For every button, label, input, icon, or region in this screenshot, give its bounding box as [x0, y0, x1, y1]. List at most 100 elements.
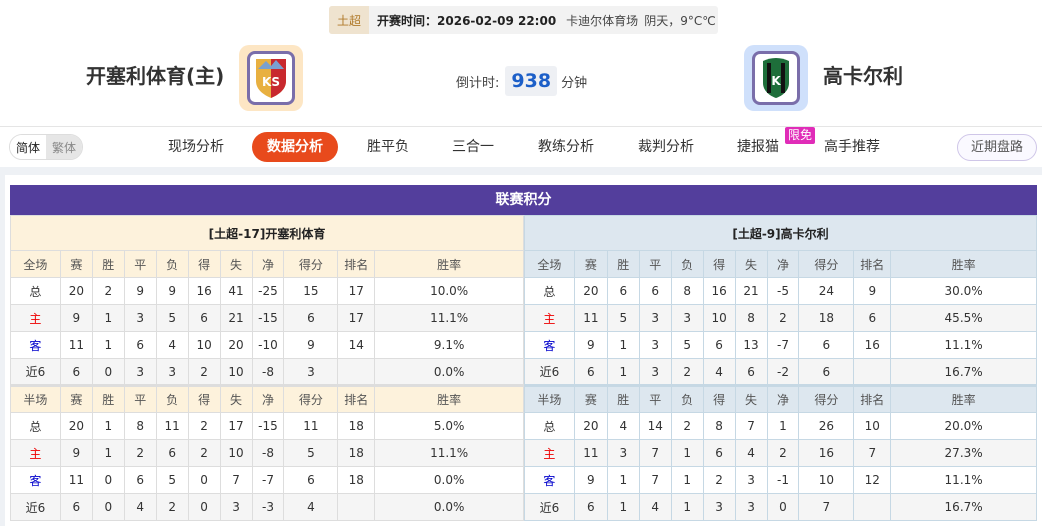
traditional-button[interactable]: 繁体 — [46, 135, 83, 159]
stat-cell: 7 — [638, 439, 672, 467]
tab-expert-picks[interactable]: 高手推荐 — [824, 139, 880, 155]
away-team-name[interactable]: 高卡尔利 — [823, 64, 903, 88]
stat-cell: 11 — [283, 412, 339, 440]
recent-odds-button[interactable]: 近期盘路 — [957, 134, 1037, 161]
stat-cell: 9 — [59, 439, 93, 467]
home-team-name[interactable]: 开塞利体育(主) — [86, 64, 225, 88]
stat-cell: 0 — [91, 493, 125, 521]
stat-cell: 11 — [573, 304, 608, 332]
tab-three-in-one[interactable]: 三合一 — [452, 139, 494, 155]
stat-cell — [337, 493, 376, 521]
column-header: 胜 — [91, 384, 125, 413]
stat-cell: 0.0% — [374, 466, 524, 494]
stat-cell — [853, 358, 892, 386]
stat-cell: 6 — [734, 358, 768, 386]
stat-cell: 9.1% — [374, 331, 524, 359]
row-label: 客 — [524, 466, 575, 494]
stat-cell: 0 — [187, 466, 221, 494]
stat-cell: 0 — [766, 493, 800, 521]
kocaelispor-crest-icon: K — [763, 58, 789, 98]
simplified-button[interactable]: 简体 — [10, 135, 47, 159]
row-label: 总 — [524, 412, 575, 440]
stat-cell: 6 — [123, 331, 157, 359]
column-header: 得分 — [798, 250, 855, 278]
column-header: 排名 — [853, 384, 892, 413]
stat-cell: 13 — [734, 331, 768, 359]
home-team-logo[interactable]: KS — [239, 45, 303, 111]
half-header-row: 半场赛胜平负得失净得分 排名 胜率 — [524, 384, 1037, 413]
stat-cell: 5 — [670, 331, 704, 359]
tab-coach-analysis[interactable]: 教练分析 — [538, 139, 594, 155]
full-header-row: 全场赛胜平负得失净得分 排名 胜率 — [524, 250, 1037, 278]
venue: 卡迪尔体育场 — [566, 13, 639, 28]
table-row: 近6 6 0 4 2 0 3 -3 4 0.0% — [10, 493, 524, 521]
stat-cell: 2 — [766, 439, 800, 467]
row-label: 主 — [524, 304, 575, 332]
stat-cell: 0 — [187, 493, 221, 521]
away-team-logo[interactable]: K — [744, 45, 808, 111]
stat-cell: 4 — [638, 493, 672, 521]
stat-cell: 2 — [123, 439, 157, 467]
svg-text:KS: KS — [262, 75, 280, 89]
stat-cell: 3 — [638, 331, 672, 359]
column-header: 平 — [123, 384, 157, 413]
league-tag[interactable]: 土超 — [329, 6, 370, 34]
column-header: 胜率 — [890, 250, 1037, 278]
stat-cell: 5.0% — [374, 412, 524, 440]
column-header: 赛 — [573, 384, 608, 413]
stat-cell: 5 — [155, 304, 189, 332]
stat-cell: 18 — [798, 304, 855, 332]
stat-cell: 6 — [187, 304, 221, 332]
column-header: 胜率 — [890, 384, 1037, 413]
stat-cell: 6 — [702, 331, 736, 359]
stat-cell: 7 — [798, 493, 855, 521]
column-header: 失 — [734, 250, 768, 278]
table-row: 主 9 1 3 5 6 21 -15 6 17 11.1% — [10, 304, 524, 332]
row-label: 近6 — [524, 493, 575, 521]
tab-jiebaomao[interactable]: 捷报猫 — [737, 139, 779, 155]
stat-cell: 0 — [91, 466, 125, 494]
stat-cell: 9 — [573, 331, 608, 359]
tab-data-analysis[interactable]: 数据分析 — [252, 132, 338, 162]
column-header: 赛 — [573, 250, 608, 278]
column-header: 净 — [251, 250, 285, 278]
column-header: 平 — [638, 250, 672, 278]
stat-cell: 14 — [638, 412, 672, 440]
stat-cell: -3 — [251, 493, 285, 521]
stat-cell: -15 — [251, 412, 285, 440]
stat-cell: 27.3% — [890, 439, 1037, 467]
stat-cell: 9 — [59, 304, 93, 332]
table-row: 主 9 1 2 6 2 10 -8 5 18 11.1% — [10, 439, 524, 467]
stat-cell: 0.0% — [374, 493, 524, 521]
stat-cell: 4 — [123, 493, 157, 521]
stat-cell: 10 — [187, 331, 221, 359]
column-header: 胜 — [606, 250, 640, 278]
stat-cell: 7 — [853, 439, 892, 467]
column-header: 得分 — [798, 384, 855, 413]
stat-cell: 3 — [638, 304, 672, 332]
tab-referee-analysis[interactable]: 裁判分析 — [638, 139, 694, 155]
stat-cell: 3 — [283, 358, 339, 386]
stat-cell: 20 — [59, 412, 93, 440]
stat-cell: 2 — [702, 466, 736, 494]
stat-cell: 11 — [155, 412, 189, 440]
tab-live-analysis[interactable]: 现场分析 — [168, 139, 224, 155]
stat-cell: 21 — [734, 277, 768, 305]
stat-cell: 1 — [606, 466, 640, 494]
stat-cell: 6 — [59, 358, 93, 386]
stat-cell: -8 — [251, 358, 285, 386]
stat-cell: 7 — [638, 466, 672, 494]
stat-cell: 12 — [853, 466, 892, 494]
column-header: 平 — [638, 384, 672, 413]
table-row: 总 20 6 6 8 16 21 -5 24 9 30.0% — [524, 277, 1037, 305]
stat-cell: 41 — [219, 277, 253, 305]
row-label: 近6 — [524, 358, 575, 386]
column-header: 得 — [187, 384, 221, 413]
stat-cell: 10 — [219, 439, 253, 467]
tab-win-draw-loss[interactable]: 胜平负 — [367, 139, 409, 155]
row-label: 主 — [10, 439, 61, 467]
column-header: 胜率 — [374, 250, 524, 278]
stat-cell: 17 — [219, 412, 253, 440]
stat-cell: -8 — [251, 439, 285, 467]
table-row: 近6 6 1 4 1 3 3 0 7 16.7% — [524, 493, 1037, 521]
